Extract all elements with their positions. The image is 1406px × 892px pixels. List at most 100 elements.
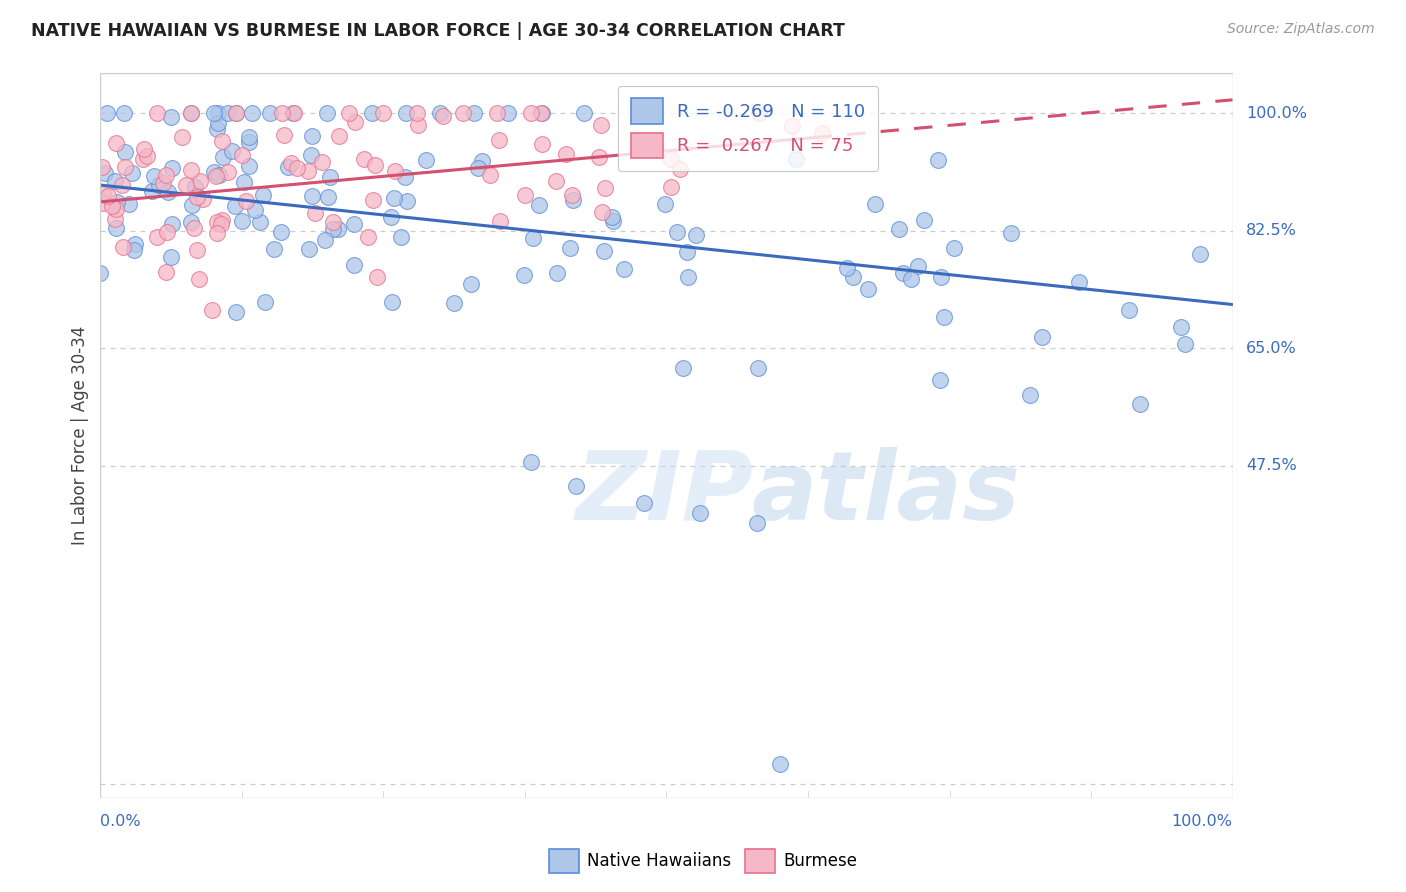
Point xyxy=(91,187,114,202)
Point xyxy=(654,197,676,211)
Point xyxy=(141,184,163,198)
Point xyxy=(785,152,807,166)
Point xyxy=(315,106,337,120)
Point xyxy=(253,294,276,309)
Point xyxy=(672,361,695,376)
Point xyxy=(588,150,610,164)
Point xyxy=(942,241,965,255)
Point xyxy=(252,187,274,202)
Point xyxy=(382,191,405,205)
Point xyxy=(180,197,202,211)
Point xyxy=(745,516,768,530)
Point xyxy=(156,185,179,199)
Point xyxy=(225,106,247,120)
Point xyxy=(1129,396,1152,410)
Point xyxy=(235,194,257,209)
Point xyxy=(259,106,281,120)
Point xyxy=(304,206,326,220)
Point xyxy=(546,174,568,188)
Point xyxy=(415,153,437,167)
Point xyxy=(353,152,375,166)
Point xyxy=(326,222,349,236)
Point xyxy=(530,106,553,120)
Point xyxy=(225,305,247,319)
Point xyxy=(245,202,267,217)
Point xyxy=(208,168,231,182)
Point xyxy=(221,144,243,158)
Point xyxy=(180,162,202,177)
Y-axis label: In Labor Force | Age 30-34: In Labor Force | Age 30-34 xyxy=(72,326,89,545)
Point xyxy=(319,169,342,184)
Text: Source: ZipAtlas.com: Source: ZipAtlas.com xyxy=(1227,22,1375,37)
Text: NATIVE HAWAIIAN VS BURMESE IN LABOR FORCE | AGE 30-34 CORRELATION CHART: NATIVE HAWAIIAN VS BURMESE IN LABOR FORC… xyxy=(31,22,845,40)
Point xyxy=(148,178,170,192)
Point xyxy=(193,192,215,206)
Point xyxy=(249,215,271,229)
Point xyxy=(170,130,193,145)
Point xyxy=(124,236,146,251)
Point xyxy=(160,110,183,124)
Point xyxy=(343,217,366,231)
Point xyxy=(429,106,451,120)
Point xyxy=(929,373,952,387)
Point xyxy=(186,190,208,204)
Point xyxy=(217,165,239,179)
Point xyxy=(301,189,323,203)
Point xyxy=(747,361,769,376)
Point xyxy=(104,202,127,217)
Point xyxy=(104,174,127,188)
Point xyxy=(91,160,114,174)
Point xyxy=(343,259,366,273)
Point xyxy=(366,269,388,284)
Point xyxy=(160,161,183,175)
Point xyxy=(562,193,585,207)
Point xyxy=(522,230,544,244)
Point xyxy=(174,178,197,192)
Point xyxy=(912,212,935,227)
Point xyxy=(297,164,319,178)
Point xyxy=(200,302,222,317)
Point xyxy=(283,106,305,120)
Point xyxy=(96,106,118,120)
Text: 100.0%: 100.0% xyxy=(1246,106,1308,120)
Point xyxy=(863,196,886,211)
Point xyxy=(513,188,536,202)
Point xyxy=(1000,226,1022,240)
Legend: Native Hawaiians, Burmese: Native Hawaiians, Burmese xyxy=(543,842,863,880)
Point xyxy=(769,757,792,772)
Point xyxy=(142,169,165,183)
Point xyxy=(273,128,295,143)
Point xyxy=(238,135,260,149)
Point xyxy=(591,118,613,132)
Point xyxy=(277,160,299,174)
Point xyxy=(207,106,229,120)
Point xyxy=(132,152,155,166)
Point xyxy=(561,187,583,202)
Point xyxy=(205,215,228,229)
Point xyxy=(927,153,949,168)
Point xyxy=(432,109,454,123)
Point xyxy=(891,266,914,280)
Point xyxy=(565,479,588,493)
Point xyxy=(467,161,489,176)
Point xyxy=(160,251,183,265)
Point xyxy=(186,244,208,258)
Point xyxy=(600,210,623,224)
Point xyxy=(270,106,292,120)
Point xyxy=(463,106,485,120)
Point xyxy=(188,174,211,188)
Point xyxy=(281,106,304,120)
Point xyxy=(593,181,616,195)
Point xyxy=(202,106,225,120)
Point xyxy=(270,225,292,239)
Point xyxy=(180,106,202,120)
Point xyxy=(443,296,465,310)
Point xyxy=(184,180,207,194)
Point xyxy=(207,226,229,240)
Point xyxy=(238,159,260,173)
Point xyxy=(217,106,239,120)
Point xyxy=(659,180,682,194)
Text: 65.0%: 65.0% xyxy=(1246,341,1296,356)
Point xyxy=(406,118,429,132)
Legend: R = -0.269   N = 110, R =  0.267   N = 75: R = -0.269 N = 110, R = 0.267 N = 75 xyxy=(617,86,879,171)
